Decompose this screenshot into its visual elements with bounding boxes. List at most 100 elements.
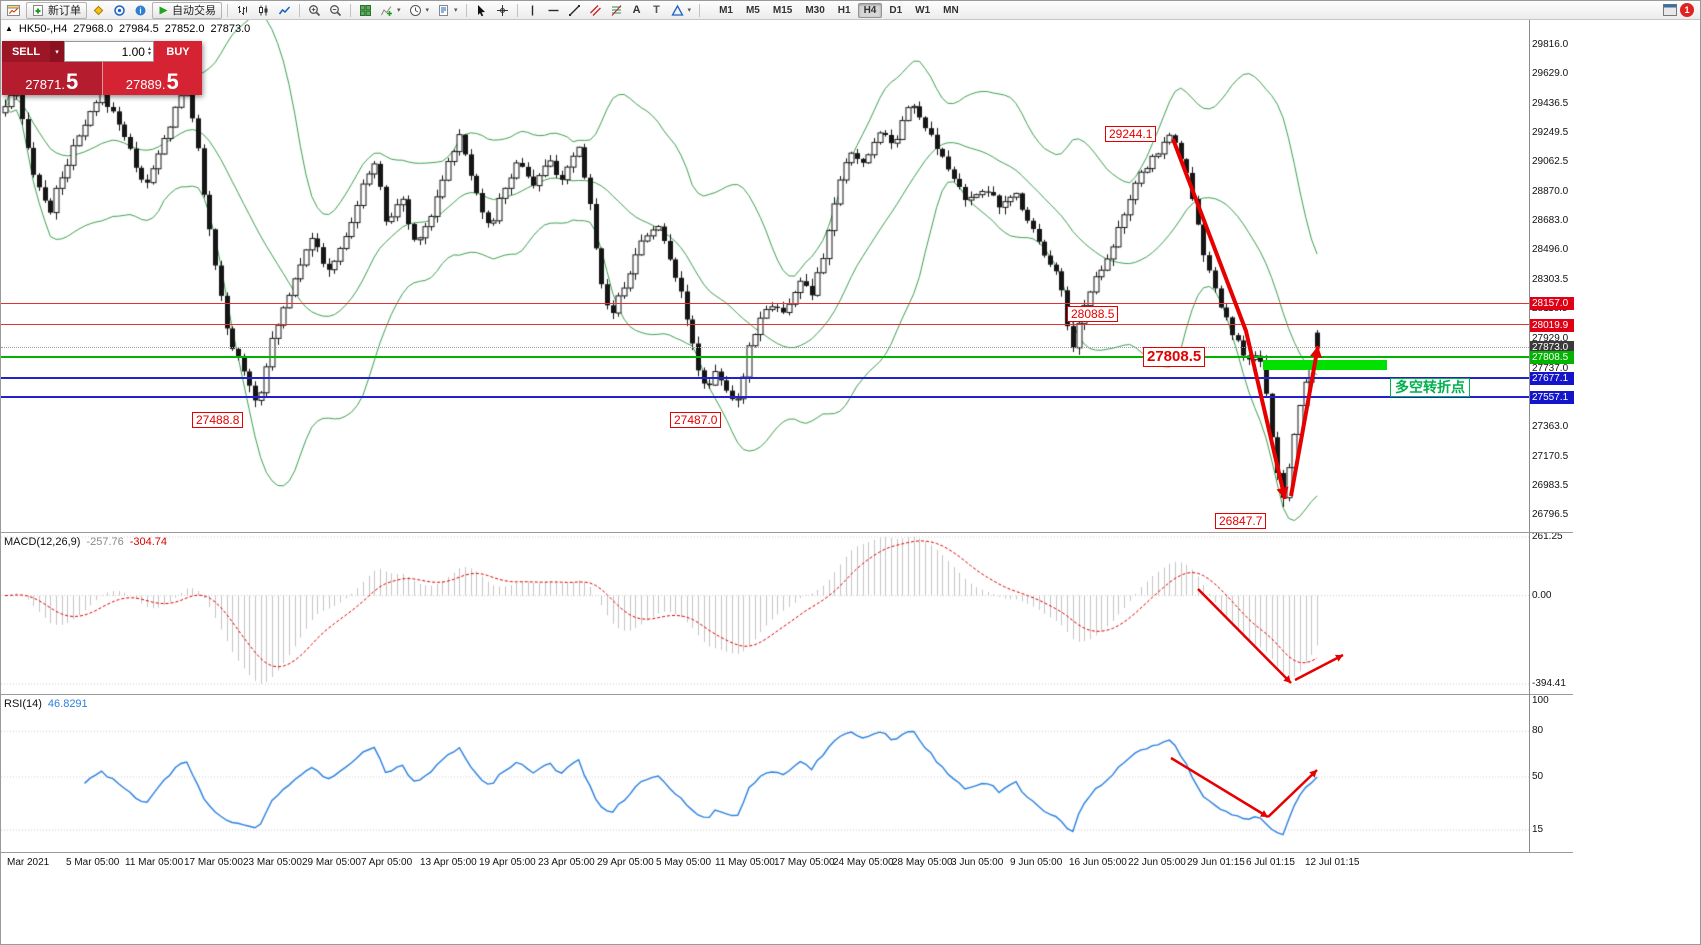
market-watch-button[interactable]	[110, 2, 129, 19]
buy-price-main: 27889.	[125, 77, 166, 92]
bar-chart-button[interactable]	[233, 2, 252, 19]
macd-label: MACD(12,26,9) -257.76 -304.74	[4, 536, 167, 548]
time-axis-label: 5 May 05:00	[656, 857, 712, 868]
price-axis-label: 28303.5	[1532, 274, 1569, 286]
buy-price[interactable]: 27889. 5	[102, 62, 202, 95]
zoom-out-button[interactable]	[326, 2, 345, 19]
sell-price[interactable]: 27871. 5	[2, 62, 103, 95]
macd-axis-label: -394.41	[1532, 678, 1566, 690]
toolbar-separator	[699, 3, 701, 17]
new-order-button[interactable]: 新订单	[26, 1, 87, 19]
trendline-button[interactable]	[565, 2, 584, 19]
timeframe-m1-button[interactable]: M1	[719, 4, 733, 16]
bar-open: 27968.0	[73, 23, 113, 35]
time-axis-label: 28 May 05:00	[892, 857, 953, 868]
time-axis-label: 29 Jun 01:15	[1187, 857, 1245, 868]
stepper-up-icon[interactable]: ▴	[147, 45, 151, 52]
sell-button[interactable]: SELL	[2, 41, 50, 62]
price-axis-label: 28870.0	[1532, 186, 1569, 198]
metaeditor-icon	[93, 5, 104, 15]
new-chart-button[interactable]	[4, 2, 24, 19]
timeframe-w1-button[interactable]: W1	[915, 4, 931, 16]
macd-signal-value: -304.74	[129, 536, 168, 548]
price-callout[interactable]: 27487.0	[670, 412, 722, 429]
horizontal-level-line[interactable]	[1, 302, 1529, 304]
price-callout[interactable]: 26847.7	[1215, 512, 1267, 529]
rsi-panel-divider[interactable]	[1, 694, 1573, 695]
rsi-axis-label: 50	[1532, 770, 1544, 782]
volume-stepper[interactable]: ▴ ▾	[147, 45, 151, 57]
trendline-icon	[568, 4, 580, 16]
macd-panel-divider[interactable]	[1, 532, 1573, 533]
new-order-label: 新订单	[48, 5, 81, 17]
shapes-button[interactable]: ▾	[668, 2, 695, 19]
time-axis-label: 11 May 05:00	[715, 857, 775, 868]
line-chart-button[interactable]	[275, 2, 294, 19]
symbol-period: HK50-,H4	[18, 23, 68, 35]
price-tag: 28019.9	[1530, 318, 1574, 332]
horizontal-level-line[interactable]	[1, 324, 1529, 325]
timeframe-h4-button[interactable]: H4	[857, 2, 883, 18]
rsi-axis-label: 15	[1532, 823, 1544, 835]
timeframe-m5-button[interactable]: M5	[745, 4, 760, 16]
timeframe-d1-button[interactable]: D1	[889, 4, 903, 16]
price-axis-label: 29249.5	[1532, 127, 1569, 139]
tile-windows-button[interactable]	[356, 2, 375, 19]
toolbar-separator	[350, 3, 351, 17]
indicators-button[interactable]: ▾	[377, 2, 404, 19]
channel-button[interactable]	[586, 2, 605, 19]
fibonacci-button[interactable]	[607, 2, 626, 19]
metaeditor-button[interactable]	[89, 2, 108, 19]
time-axis-label: 3 Jun 05:00	[951, 857, 1004, 868]
price-tag: 28157.0	[1530, 297, 1574, 311]
text-tool-button[interactable]: A	[628, 2, 646, 19]
price-axis-label: 29816.0	[1532, 38, 1569, 50]
data-window-button[interactable]: i	[131, 2, 150, 19]
time-axis-divider	[1, 852, 1573, 853]
price-tag: 27677.1	[1530, 371, 1574, 385]
template-icon	[439, 4, 449, 16]
price-axis-label: 26796.5	[1532, 508, 1569, 520]
zoom-in-button[interactable]	[305, 2, 324, 19]
new-chart-icon	[7, 4, 20, 16]
price-axis-label: 27363.0	[1532, 420, 1569, 432]
buy-button[interactable]: BUY	[154, 41, 202, 62]
price-callout[interactable]: 29244.1	[1105, 125, 1157, 142]
timeframe-mn-button[interactable]: MN	[943, 4, 959, 16]
price-callout[interactable]: 28088.5	[1067, 305, 1119, 322]
timeframe-m15-button[interactable]: M15	[772, 4, 793, 16]
zoom-in-icon	[309, 4, 321, 16]
periods-button[interactable]: ▾	[406, 2, 433, 19]
horizontal-level-line[interactable]	[1, 356, 1529, 359]
price-tag: 27873.0	[1530, 341, 1574, 355]
autotrading-label: 自动交易	[172, 5, 216, 17]
autotrading-button[interactable]: 自动交易	[152, 1, 222, 19]
volume-field[interactable]: 1.00 ▴ ▾	[64, 41, 154, 62]
label-tool-icon: T	[653, 4, 660, 16]
price-callout[interactable]: 27808.5	[1143, 347, 1206, 368]
price-axis-label: 26983.5	[1532, 479, 1569, 491]
vertical-line-button[interactable]	[523, 2, 542, 19]
toolbar: 新订单 i 自动交易 ▾ ▾ ▾ A T ▾ M1 M5 M15 M30 H1 H4 D1 W…	[1, 1, 1700, 20]
time-axis-label: 11 Mar 05:00	[125, 857, 184, 868]
candle-chart-button[interactable]	[254, 2, 273, 19]
cursor-button[interactable]	[472, 2, 491, 19]
horizontal-level-line[interactable]	[1, 376, 1529, 379]
horizontal-level-line[interactable]	[1, 395, 1529, 398]
templates-button[interactable]: ▾	[434, 2, 461, 19]
time-axis-label: 19 Apr 05:00	[479, 857, 536, 868]
toolbar-separator	[299, 3, 300, 17]
mini-window-icon	[1663, 4, 1677, 16]
timeframe-h1-button[interactable]: H1	[837, 4, 851, 16]
notification-badge[interactable]: 1	[1680, 3, 1694, 17]
highlight-zone[interactable]	[1263, 360, 1387, 371]
timeframe-m30-button[interactable]: M30	[805, 4, 825, 16]
horizontal-line-button[interactable]	[544, 2, 563, 19]
order-type-dropdown[interactable]: ▾	[50, 41, 64, 62]
price-callout[interactable]: 27488.8	[192, 412, 244, 429]
label-tool-button[interactable]: T	[648, 2, 666, 19]
turning-point-annotation[interactable]: 多空转折点	[1390, 378, 1470, 397]
stepper-down-icon[interactable]: ▾	[147, 50, 151, 57]
crosshair-button[interactable]	[493, 2, 512, 19]
chevron-down-icon: ▾	[454, 7, 458, 14]
